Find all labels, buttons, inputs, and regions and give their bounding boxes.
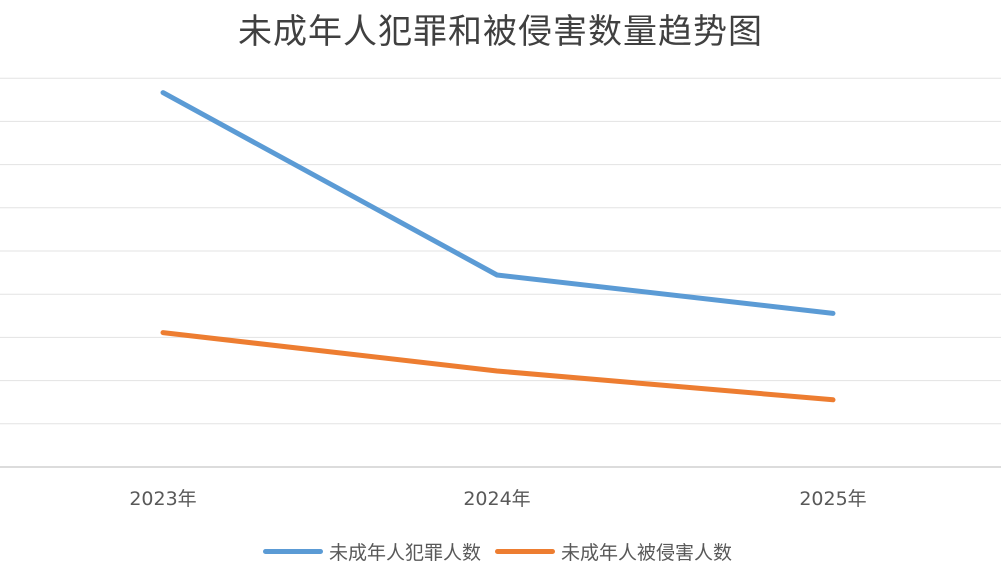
x-tick-label: 2025年 bbox=[799, 488, 866, 510]
x-tick-label: 2023年 bbox=[129, 488, 196, 510]
series-line-0 bbox=[160, 90, 836, 316]
legend-entry-series-1: 未成年人被侵害人数 bbox=[495, 538, 732, 565]
legend-label-series-0: 未成年人犯罪人数 bbox=[328, 542, 481, 564]
gridlines bbox=[0, 77, 1001, 468]
legend-swatch-series-1 bbox=[495, 549, 555, 554]
legend: 未成年人犯罪人数 未成年人被侵害人数 bbox=[0, 538, 1001, 565]
x-tick-label: 2024年 bbox=[463, 488, 530, 510]
x-axis-ticks: 2023年 2024年 2025年 bbox=[129, 488, 866, 510]
series-line-1 bbox=[160, 330, 836, 403]
chart-title: 未成年人犯罪和被侵害数量趋势图 bbox=[238, 12, 763, 52]
legend-entry-series-0: 未成年人犯罪人数 bbox=[262, 538, 481, 565]
legend-swatch-series-0 bbox=[262, 549, 323, 554]
series-lines bbox=[160, 90, 836, 403]
legend-label-series-1: 未成年人被侵害人数 bbox=[561, 542, 733, 564]
